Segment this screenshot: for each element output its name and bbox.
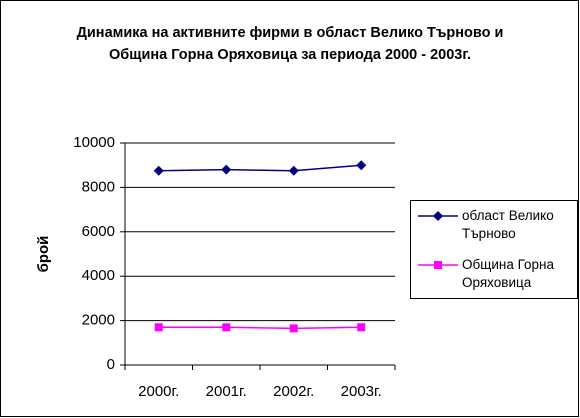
y-tick-label: 6000 bbox=[82, 223, 115, 240]
y-tick-label: 0 bbox=[107, 356, 115, 373]
point bbox=[357, 323, 366, 332]
y-tick-label: 2000 bbox=[82, 312, 115, 329]
y-tick-label: 10000 bbox=[73, 134, 115, 151]
legend-box bbox=[410, 200, 578, 299]
point bbox=[153, 165, 164, 176]
point bbox=[221, 164, 232, 175]
point bbox=[433, 211, 443, 221]
x-tick-label: 2000г. bbox=[138, 383, 179, 400]
point bbox=[356, 160, 367, 171]
chart-title: Динамика на активните фирми в област Вел… bbox=[76, 25, 504, 63]
point bbox=[434, 261, 442, 269]
x-tick-label: 2003г. bbox=[341, 383, 382, 400]
legend-label: област Велико Търново bbox=[462, 208, 554, 241]
x-tick-label: 2002г. bbox=[273, 383, 314, 400]
y-axis-label: брой bbox=[35, 236, 52, 273]
x-tick-label: 2001г. bbox=[206, 383, 247, 400]
series-line bbox=[158, 326, 362, 330]
y-tick-label: 8000 bbox=[82, 178, 115, 195]
point bbox=[222, 323, 231, 332]
series-line bbox=[158, 164, 362, 172]
point bbox=[288, 165, 299, 176]
legend-label: Община Горна Оряховица bbox=[462, 257, 554, 290]
point bbox=[154, 323, 163, 332]
point bbox=[289, 324, 298, 333]
y-tick-label: 4000 bbox=[82, 267, 115, 284]
